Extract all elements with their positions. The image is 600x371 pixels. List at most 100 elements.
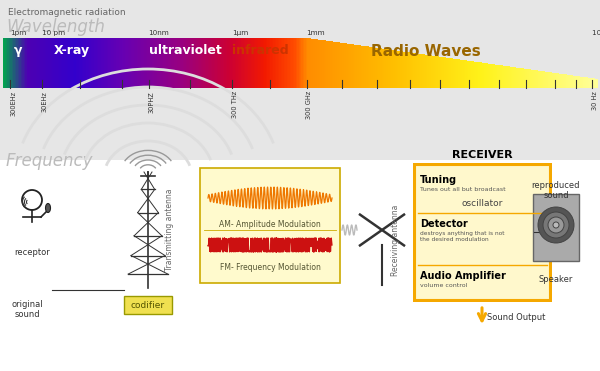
- Bar: [500, 65, 502, 88]
- Bar: [486, 63, 487, 88]
- Bar: [203, 38, 205, 88]
- Bar: [388, 49, 390, 88]
- FancyBboxPatch shape: [200, 168, 340, 283]
- Bar: [445, 58, 446, 88]
- Bar: [481, 63, 482, 88]
- Bar: [360, 46, 362, 88]
- Bar: [229, 38, 231, 88]
- Bar: [53, 38, 55, 88]
- Bar: [371, 47, 373, 88]
- Bar: [31, 38, 33, 88]
- Bar: [467, 61, 469, 88]
- Bar: [375, 47, 376, 88]
- Bar: [41, 38, 44, 88]
- Bar: [25, 38, 27, 88]
- Bar: [334, 42, 335, 88]
- Bar: [221, 38, 223, 88]
- Text: 300 THz: 300 THz: [232, 91, 238, 118]
- Bar: [572, 75, 574, 88]
- Text: FM- Frequency Modulation: FM- Frequency Modulation: [220, 263, 320, 272]
- Bar: [205, 38, 207, 88]
- Bar: [472, 61, 474, 88]
- Bar: [377, 48, 378, 88]
- Text: ultraviolet: ultraviolet: [149, 44, 221, 57]
- Bar: [454, 59, 455, 88]
- Bar: [550, 72, 551, 88]
- Bar: [494, 65, 496, 88]
- Bar: [379, 48, 380, 88]
- Bar: [28, 38, 30, 88]
- Bar: [398, 51, 400, 88]
- Bar: [146, 38, 148, 88]
- Bar: [34, 38, 36, 88]
- Bar: [443, 57, 445, 88]
- Bar: [458, 59, 460, 88]
- Bar: [515, 68, 517, 88]
- Bar: [21, 38, 23, 88]
- Bar: [473, 62, 475, 88]
- Bar: [432, 56, 433, 88]
- Bar: [374, 47, 375, 88]
- Bar: [401, 51, 403, 88]
- Bar: [577, 76, 578, 88]
- Bar: [508, 66, 509, 88]
- Bar: [433, 56, 434, 88]
- Text: 30 Hz: 30 Hz: [592, 91, 598, 110]
- Text: Detector: Detector: [420, 219, 468, 229]
- Bar: [46, 38, 48, 88]
- Bar: [363, 46, 365, 88]
- Bar: [556, 73, 557, 88]
- Bar: [342, 43, 343, 88]
- Bar: [491, 64, 492, 88]
- Bar: [524, 69, 525, 88]
- Bar: [377, 48, 379, 88]
- Bar: [403, 52, 404, 88]
- Text: 30EHz: 30EHz: [41, 91, 47, 112]
- Bar: [282, 38, 284, 88]
- Bar: [0, 0, 600, 160]
- Bar: [340, 43, 341, 88]
- Bar: [50, 38, 53, 88]
- Bar: [160, 38, 163, 88]
- Bar: [115, 38, 116, 88]
- Bar: [559, 74, 561, 88]
- Bar: [405, 52, 406, 88]
- Bar: [513, 67, 514, 88]
- Bar: [391, 50, 392, 88]
- Bar: [537, 70, 539, 88]
- Bar: [82, 38, 83, 88]
- Bar: [227, 38, 229, 88]
- Bar: [592, 78, 593, 88]
- Circle shape: [553, 222, 559, 228]
- Bar: [217, 38, 219, 88]
- Text: volume control: volume control: [420, 283, 467, 288]
- Bar: [77, 38, 79, 88]
- Bar: [352, 44, 353, 88]
- Text: oscillator: oscillator: [461, 199, 503, 208]
- Bar: [291, 38, 293, 88]
- Bar: [355, 45, 357, 88]
- Text: 30PHZ: 30PHZ: [149, 91, 155, 113]
- Bar: [487, 63, 488, 88]
- Bar: [415, 165, 550, 300]
- Bar: [569, 75, 571, 88]
- Bar: [422, 54, 424, 88]
- Bar: [326, 41, 328, 88]
- Bar: [373, 47, 374, 88]
- Bar: [372, 47, 373, 88]
- Bar: [68, 38, 70, 88]
- Bar: [461, 60, 462, 88]
- Bar: [416, 53, 418, 88]
- Bar: [166, 38, 169, 88]
- Bar: [380, 48, 381, 88]
- Bar: [306, 38, 308, 88]
- Bar: [168, 38, 170, 88]
- Bar: [502, 66, 504, 88]
- Bar: [262, 38, 263, 88]
- Bar: [494, 65, 495, 88]
- Bar: [421, 54, 422, 88]
- Bar: [370, 47, 371, 88]
- Bar: [98, 38, 100, 88]
- Bar: [323, 40, 324, 88]
- Bar: [94, 38, 95, 88]
